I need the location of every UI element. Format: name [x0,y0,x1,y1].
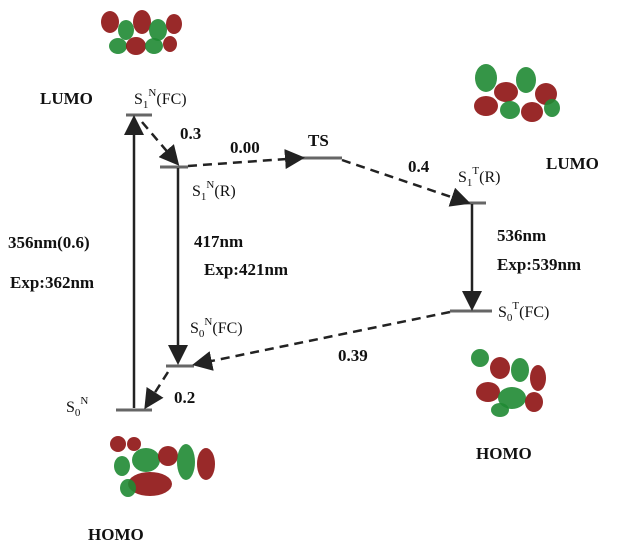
orbital-lobe [166,14,182,34]
annotation: 0.3 [180,124,201,143]
annotation: 0.00 [230,138,260,157]
state-sub: 0 [199,328,205,340]
annotation: 0.39 [338,346,368,365]
orbital-lobe [109,38,127,54]
state-base: S [66,399,75,416]
state-suffix: (FC) [156,91,186,108]
state-label: S0T(FC) [498,300,549,324]
state-sub: 1 [201,191,207,203]
orbital-lobe [163,36,177,52]
state-base: S [458,169,467,186]
orbital-lobe [490,357,510,379]
state-sub: 0 [507,312,513,324]
state-label: S1N(R) [192,179,236,203]
state-sub: 0 [75,407,81,419]
orbital-lobe [476,382,500,402]
state-sup: N [206,179,214,191]
orbital-lobe [516,67,536,93]
annotation: Exp:421nm [204,260,288,279]
orbital-lobe [494,82,518,102]
arrow [188,158,300,166]
orbital-lobe [120,479,136,497]
orbital-label: LUMO [40,89,93,108]
orbital-label: HOMO [476,444,532,463]
orbital-label: LUMO [546,154,599,173]
annotation: 417nm [194,232,243,251]
orbital-lobe [474,96,498,116]
diagram: LUMO LUMO HOMO HOMO S1N(FC) S1N(R) TS S1… [0,0,618,546]
orbital-lobe [511,358,529,382]
orbital-lobe [149,19,167,41]
labels: LUMO LUMO HOMO HOMO S1N(FC) S1N(R) TS S1… [8,87,599,544]
annotation: 536nm [497,226,546,245]
arrow [147,372,168,405]
orbital-lobe [197,448,215,480]
arrow [342,160,466,202]
orbital-lobe [475,64,497,92]
orbital-lobe [521,102,543,122]
annotation: Exp:362nm [10,273,94,292]
state-sup: N [204,316,212,328]
orbital-lobe [500,101,520,119]
state-base: S [190,320,199,337]
orbital-lobe [110,436,126,452]
state-label: S1T(R) [458,165,500,189]
orbital-lobe [114,456,130,476]
orbital-lobe [101,11,119,33]
state-label: S0N [66,395,88,419]
orbital-lobe [132,448,160,472]
state-base: S [498,304,507,321]
state-suffix: (R) [479,169,500,186]
state-base: S [134,91,143,108]
annotation: Exp:539nm [497,255,581,274]
orbital-lobe [530,365,546,391]
orbital-lobe [544,99,560,117]
orbital-lobe [133,10,151,34]
state-suffix: (R) [214,183,235,200]
state-suffix: (FC) [519,304,549,321]
arrow [142,122,176,162]
state-sub: 1 [467,177,473,189]
state-base: S [192,183,201,200]
state-label: S1N(FC) [134,87,187,111]
orbital-lobe [118,20,134,40]
orbital-lobe [127,437,141,451]
state-sup: N [80,395,88,407]
state-sub: 1 [143,99,149,111]
state-label: S0N(FC) [190,316,243,340]
orbital-pictures [101,10,560,497]
orbital-lobe [145,38,163,54]
orbital-lobe [126,37,146,55]
orbital-lobe [491,403,509,417]
state-label: TS [308,131,329,150]
annotation: 356nm(0.6) [8,233,90,252]
annotation: 0.2 [174,388,195,407]
orbital-label: HOMO [88,525,144,544]
orbital-lobe [525,392,543,412]
orbital-lobe [177,444,195,480]
annotation: 0.4 [408,157,430,176]
state-sup: N [148,87,156,99]
orbital-lobe [471,349,489,367]
state-suffix: (FC) [212,320,242,337]
orbital-lobe [158,446,178,466]
